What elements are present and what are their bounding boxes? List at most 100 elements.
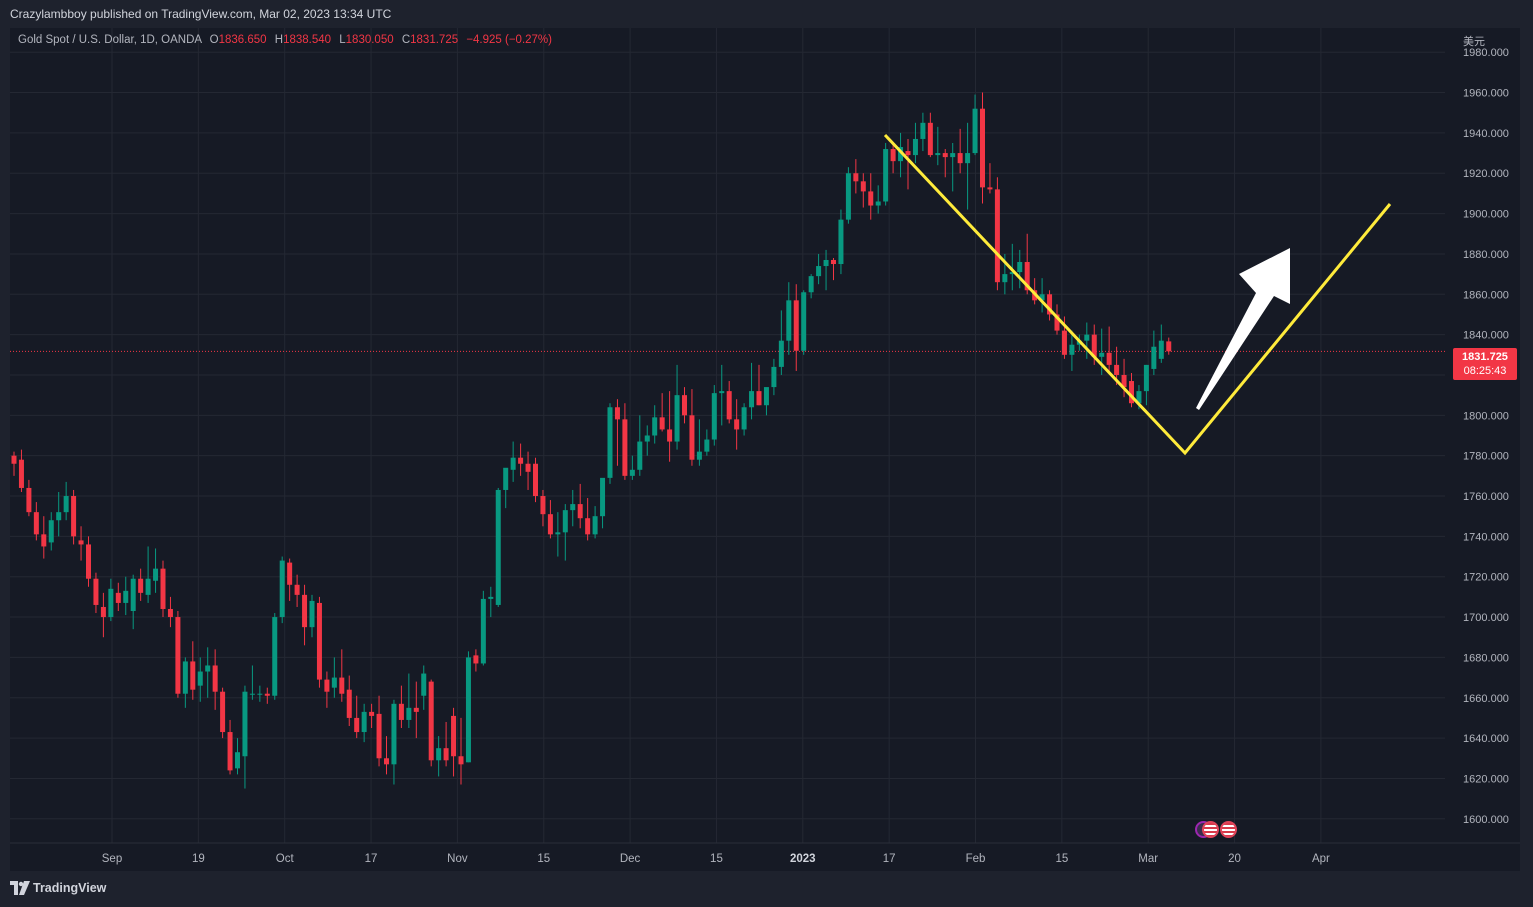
candle [600,477,606,529]
candle-body [93,578,99,605]
candle-body [249,693,255,695]
candle [980,92,985,204]
candle [458,717,464,785]
candle [376,695,382,767]
price-tick-label: 1600.000 [1463,814,1509,826]
candle [510,441,516,482]
candle [197,657,203,702]
candle [525,451,531,490]
currency-label[interactable]: 美元 [1463,36,1485,48]
candle-body [808,276,814,293]
candlestick-chart[interactable]: 1980.000 1960.000 1940.000 1920.000 1900.000… [10,28,1520,871]
candle [637,415,643,476]
candle [972,94,978,156]
candle-body [123,590,129,603]
candle [868,173,874,220]
candle [935,126,941,166]
time-tick-label: Apr [1312,853,1330,865]
candle [741,403,747,436]
low-label: L [339,34,346,46]
candle [443,721,449,767]
time-tick-label: 2023 [790,853,816,865]
time-tick-label: 15 [1055,853,1068,865]
candle [577,483,583,529]
candle-body [361,711,367,733]
candle-body [406,707,412,720]
price-axis[interactable]: 1980.000 1960.000 1940.000 1920.000 1900.000… [1463,47,1509,826]
candle [898,132,904,178]
candle-body [145,578,151,595]
us-flag-icon[interactable] [1202,821,1219,838]
candle [614,399,620,466]
candle [920,112,926,152]
candle-body [875,201,881,206]
candle-body [56,512,62,521]
time-axis[interactable]: Sep 19 Oct 17 Nov 15 Dec 15 2023 17 Feb 15 Mar 20 Apr [10,842,1520,865]
candle-body [793,300,799,351]
candle [473,649,479,672]
price-tick-label: 1900.000 [1463,209,1509,221]
candle [339,649,345,702]
candle [205,647,211,698]
drawings[interactable] [883,133,1392,456]
candle-body [682,395,687,416]
candle-body [994,189,1000,283]
candle-body [927,122,933,156]
tradingview-logo-icon[interactable] [10,881,30,895]
candle-body [384,758,389,765]
candle [853,159,859,194]
candle [11,451,17,476]
candle-body [153,568,159,581]
candle [145,546,151,603]
candle-body [518,457,524,464]
price-tick-label: 1760.000 [1463,491,1509,503]
candle [711,385,717,446]
candle [130,574,136,630]
candle-body [950,153,956,158]
candle-body [823,259,829,267]
open-value: 1836.650 [218,34,267,46]
candle [212,649,218,710]
candle-body [577,504,583,519]
candle-body [1114,364,1120,375]
candle-body [63,496,69,513]
candle-body [831,259,836,265]
candle-body [339,677,345,694]
time-tick-label: 15 [537,853,550,865]
candle-body [294,584,300,595]
candle-body [1099,352,1105,357]
candle [361,703,367,743]
candle-body [816,266,822,277]
candle [227,719,233,775]
candle-body [316,602,322,680]
candle-body [1106,352,1112,365]
candle-body [1091,334,1097,357]
candle [987,163,993,194]
us-flag-icon-2[interactable] [1220,821,1237,838]
candle-body [771,366,777,388]
chart-area[interactable] [10,28,1520,871]
tradingview-brand[interactable]: TradingView [33,881,107,895]
candle [957,128,963,174]
candle [682,387,687,424]
price-tick-label: 1940.000 [1463,128,1509,140]
candle-body [1009,272,1015,275]
candle-body [920,122,926,139]
bullish-arrow[interactable] [1196,248,1290,410]
candle-body [644,435,650,442]
price-tick-label: 1960.000 [1463,88,1509,100]
candle-body [533,463,538,497]
candle-body [11,455,17,464]
candle-body [674,395,680,442]
candle [138,568,144,601]
candle [451,707,457,777]
candle-body [391,703,397,765]
candle [86,536,91,587]
candle [413,681,419,739]
candle-body [324,679,330,692]
price-tick-label: 1880.000 [1463,249,1509,261]
candle [316,596,322,688]
v-pattern-line[interactable] [883,133,1392,456]
candle-body [235,752,240,769]
time-tick-label: Mar [1138,853,1158,865]
